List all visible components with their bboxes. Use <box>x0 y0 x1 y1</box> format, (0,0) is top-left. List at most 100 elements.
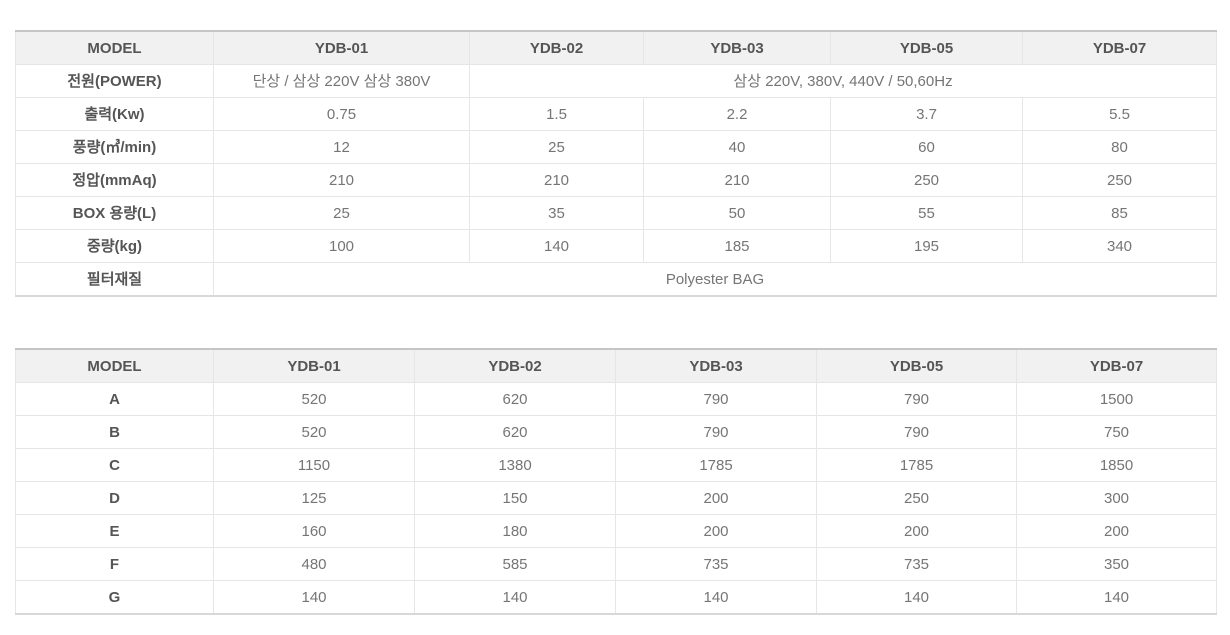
table-cell-merged: Polyester BAG <box>213 262 1217 297</box>
table-cell: 735 <box>615 547 817 581</box>
table-cell: 620 <box>414 382 616 416</box>
spec-row-weight: 중량(kg) 100 140 185 195 340 <box>15 229 1217 263</box>
table-cell: 60 <box>830 130 1023 164</box>
dim-header-ydb07: YDB-07 <box>1016 348 1217 383</box>
table-cell: 200 <box>1016 514 1217 548</box>
dim-row-c: C 1150 1380 1785 1785 1850 <box>15 448 1217 482</box>
spec-table: MODEL YDB-01 YDB-02 YDB-03 YDB-05 YDB-07… <box>15 30 1217 297</box>
spec-row-filter: 필터재질 Polyester BAG <box>15 262 1217 297</box>
table-cell: 55 <box>830 196 1023 230</box>
table-cell: 585 <box>414 547 616 581</box>
table-cell: 1785 <box>816 448 1017 482</box>
table-cell: 750 <box>1016 415 1217 449</box>
row-label: C <box>15 448 214 482</box>
table-cell: 140 <box>1016 580 1217 615</box>
table-cell: 35 <box>469 196 644 230</box>
dim-header-model: MODEL <box>15 348 214 383</box>
table-cell: 40 <box>643 130 831 164</box>
spec-header-row: MODEL YDB-01 YDB-02 YDB-03 YDB-05 YDB-07 <box>15 30 1217 65</box>
table-cell: 520 <box>213 415 415 449</box>
table-cell: 단상 / 삼상 220V 삼상 380V <box>213 64 470 98</box>
row-label: F <box>15 547 214 581</box>
dim-row-f: F 480 585 735 735 350 <box>15 547 1217 581</box>
dim-row-b: B 520 620 790 790 750 <box>15 415 1217 449</box>
spec-header-ydb02: YDB-02 <box>469 30 644 65</box>
dim-row-a: A 520 620 790 790 1500 <box>15 382 1217 416</box>
spec-row-box-capacity: BOX 용량(L) 25 35 50 55 85 <box>15 196 1217 230</box>
row-label: A <box>15 382 214 416</box>
table-cell: 100 <box>213 229 470 263</box>
table-cell: 1.5 <box>469 97 644 131</box>
table-cell: 12 <box>213 130 470 164</box>
table-cell: 1500 <box>1016 382 1217 416</box>
table-cell: 50 <box>643 196 831 230</box>
dim-header-ydb01: YDB-01 <box>213 348 415 383</box>
spec-header-ydb07: YDB-07 <box>1022 30 1217 65</box>
table-cell: 1380 <box>414 448 616 482</box>
table-cell: 790 <box>816 415 1017 449</box>
table-cell: 210 <box>643 163 831 197</box>
row-label: 전원(POWER) <box>15 64 214 98</box>
table-cell: 735 <box>816 547 1017 581</box>
table-cell: 185 <box>643 229 831 263</box>
table-cell: 25 <box>469 130 644 164</box>
row-label: 중량(kg) <box>15 229 214 263</box>
table-cell: 1150 <box>213 448 415 482</box>
row-label: E <box>15 514 214 548</box>
table-cell: 790 <box>615 382 817 416</box>
table-cell: 620 <box>414 415 616 449</box>
dimension-table: MODEL YDB-01 YDB-02 YDB-03 YDB-05 YDB-07… <box>15 348 1217 615</box>
table-cell: 180 <box>414 514 616 548</box>
table-cell: 350 <box>1016 547 1217 581</box>
dim-row-e: E 160 180 200 200 200 <box>15 514 1217 548</box>
table-cell: 210 <box>213 163 470 197</box>
table-cell: 790 <box>615 415 817 449</box>
table-cell: 140 <box>615 580 817 615</box>
table-cell: 200 <box>615 481 817 515</box>
table-cell: 210 <box>469 163 644 197</box>
table-cell: 140 <box>414 580 616 615</box>
table-cell: 520 <box>213 382 415 416</box>
row-label: 정압(mmAq) <box>15 163 214 197</box>
table-cell: 0.75 <box>213 97 470 131</box>
dim-row-g: G 140 140 140 140 140 <box>15 580 1217 615</box>
spec-header-ydb05: YDB-05 <box>830 30 1023 65</box>
table-cell: 340 <box>1022 229 1217 263</box>
table-cell: 200 <box>615 514 817 548</box>
table-cell: 85 <box>1022 196 1217 230</box>
table-cell-merged: 삼상 220V, 380V, 440V / 50,60Hz <box>469 64 1217 98</box>
table-cell: 200 <box>816 514 1017 548</box>
table-cell: 80 <box>1022 130 1217 164</box>
dim-header-ydb05: YDB-05 <box>816 348 1017 383</box>
table-cell: 480 <box>213 547 415 581</box>
table-cell: 150 <box>414 481 616 515</box>
table-cell: 250 <box>830 163 1023 197</box>
dim-row-d: D 125 150 200 250 300 <box>15 481 1217 515</box>
spec-row-pressure: 정압(mmAq) 210 210 210 250 250 <box>15 163 1217 197</box>
row-label: 출력(Kw) <box>15 97 214 131</box>
dimension-header-row: MODEL YDB-01 YDB-02 YDB-03 YDB-05 YDB-07 <box>15 348 1217 383</box>
table-cell: 160 <box>213 514 415 548</box>
dim-header-ydb03: YDB-03 <box>615 348 817 383</box>
table-cell: 250 <box>816 481 1017 515</box>
table-cell: 140 <box>816 580 1017 615</box>
table-cell: 300 <box>1016 481 1217 515</box>
table-cell: 3.7 <box>830 97 1023 131</box>
spec-row-output: 출력(Kw) 0.75 1.5 2.2 3.7 5.5 <box>15 97 1217 131</box>
spec-row-airflow: 풍량(㎥/min) 12 25 40 60 80 <box>15 130 1217 164</box>
table-cell: 195 <box>830 229 1023 263</box>
table-cell: 2.2 <box>643 97 831 131</box>
row-label: BOX 용량(L) <box>15 196 214 230</box>
row-label: 풍량(㎥/min) <box>15 130 214 164</box>
row-label: B <box>15 415 214 449</box>
spec-row-power: 전원(POWER) 단상 / 삼상 220V 삼상 380V 삼상 220V, … <box>15 64 1217 98</box>
table-cell: 25 <box>213 196 470 230</box>
table-cell: 5.5 <box>1022 97 1217 131</box>
table-cell: 125 <box>213 481 415 515</box>
row-label: G <box>15 580 214 615</box>
row-label: 필터재질 <box>15 262 214 297</box>
table-cell: 1785 <box>615 448 817 482</box>
spec-header-ydb01: YDB-01 <box>213 30 470 65</box>
table-cell: 140 <box>213 580 415 615</box>
